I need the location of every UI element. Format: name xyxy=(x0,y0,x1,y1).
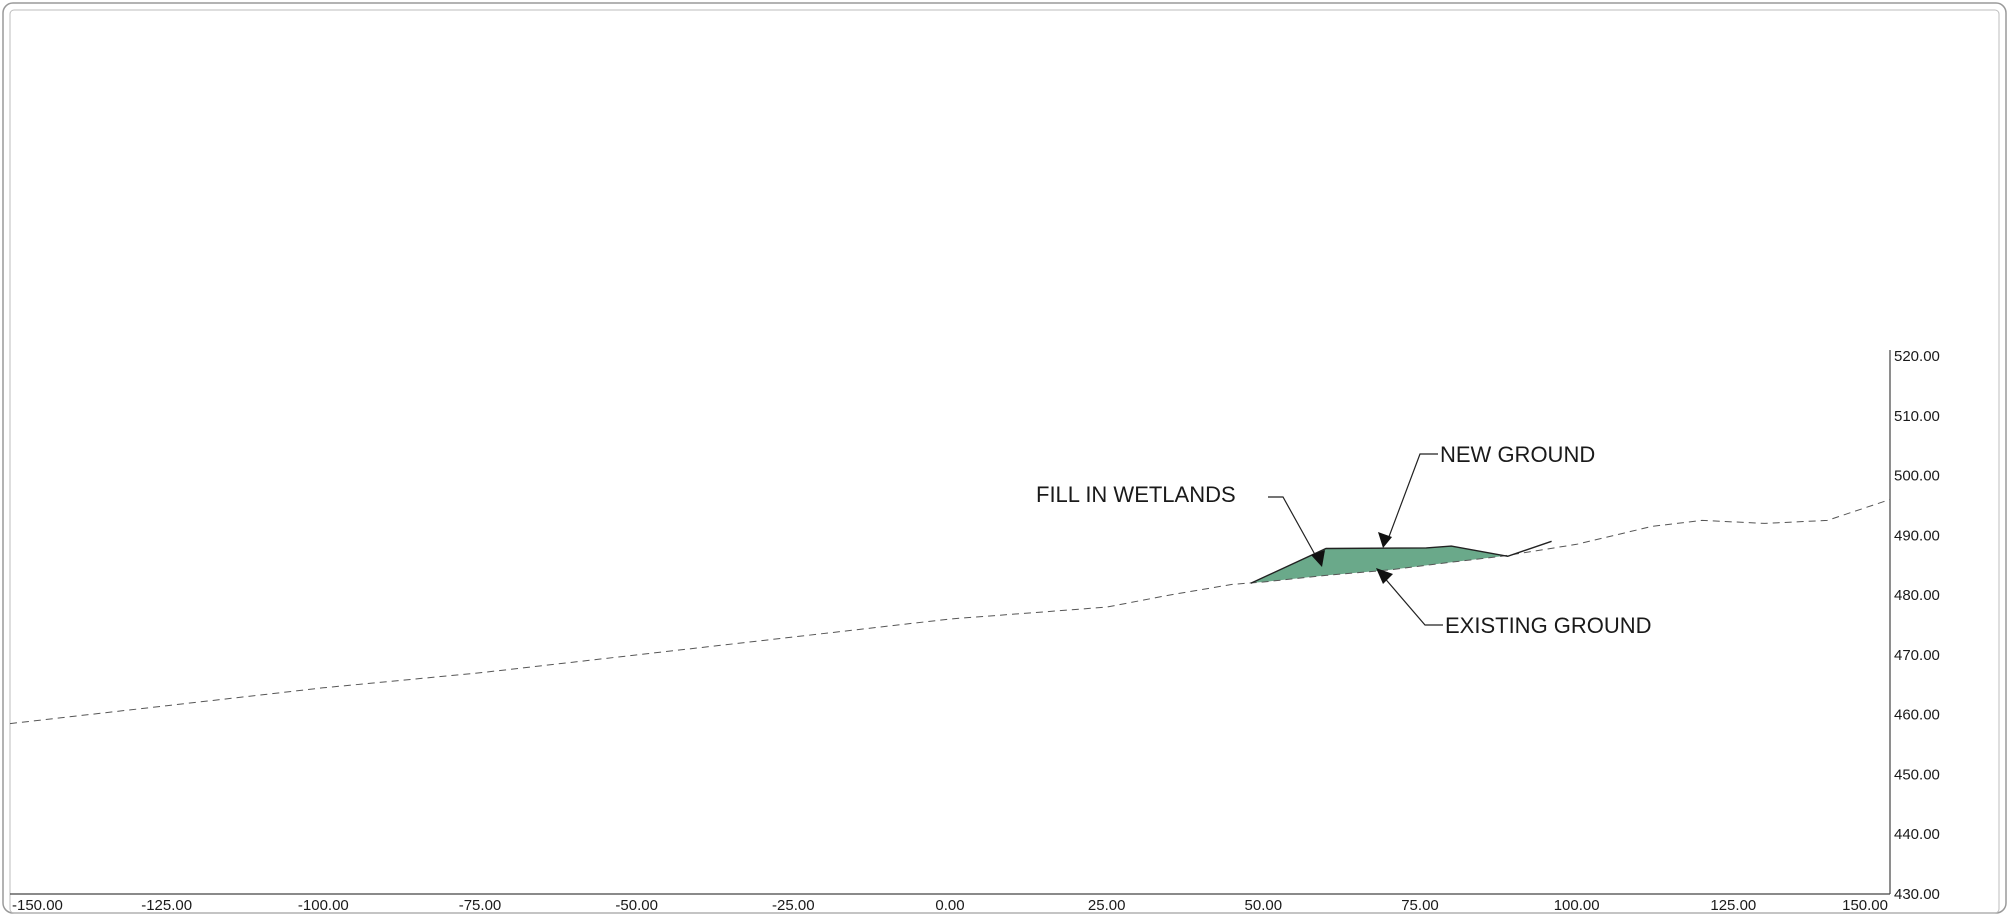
y-axis-tick-labels: 430.00 440.00 450.00 460.00 470.00 480.00 490.… xyxy=(1894,348,1940,903)
existing-ground-callout: EXISTING GROUND xyxy=(1376,568,1652,638)
fill-in-wetlands-label: FILL IN WETLANDS xyxy=(1036,482,1236,507)
existing-ground-arrowhead xyxy=(1376,568,1393,584)
x-tick-label: -50.00 xyxy=(615,897,658,914)
x-tick-label: 125.00 xyxy=(1710,897,1756,914)
x-tick-label: 25.00 xyxy=(1088,897,1126,914)
y-tick-label: 510.00 xyxy=(1894,408,1940,425)
fill-in-wetlands-arrowhead xyxy=(1311,550,1325,567)
x-tick-label: -100.00 xyxy=(298,897,349,914)
x-tick-label: 50.00 xyxy=(1245,897,1283,914)
y-tick-label: 520.00 xyxy=(1894,348,1940,365)
x-tick-label: -25.00 xyxy=(772,897,815,914)
new-ground-arrowhead xyxy=(1378,532,1392,548)
y-tick-label: 490.00 xyxy=(1894,527,1940,544)
x-tick-label: -75.00 xyxy=(459,897,502,914)
new-ground-label: NEW GROUND xyxy=(1440,442,1595,467)
x-tick-label: -125.00 xyxy=(141,897,192,914)
sheet-inner-border xyxy=(9,9,2000,914)
y-tick-label: 460.00 xyxy=(1894,707,1940,724)
new-ground-leader xyxy=(1386,453,1438,543)
y-tick-label: 440.00 xyxy=(1894,826,1940,843)
x-tick-label: 75.00 xyxy=(1401,897,1439,914)
fill-in-wetlands-callout: FILL IN WETLANDS xyxy=(1036,482,1325,567)
x-axis-tick-labels: -150.00 -125.00 -100.00 -75.00 -50.00 -25.00 0… xyxy=(12,897,1888,914)
fill-in-wetlands-leader xyxy=(1268,496,1319,561)
x-tick-label: -150.00 xyxy=(12,897,63,914)
y-tick-label: 470.00 xyxy=(1894,647,1940,664)
y-tick-label: 430.00 xyxy=(1894,886,1940,903)
x-tick-label: 0.00 xyxy=(935,897,964,914)
x-tick-label: 100.00 xyxy=(1554,897,1600,914)
x-tick-label: 150.00 xyxy=(1842,897,1888,914)
y-tick-label: 480.00 xyxy=(1894,587,1940,604)
existing-ground-leader xyxy=(1381,574,1443,626)
y-tick-label: 500.00 xyxy=(1894,468,1940,485)
new-ground-callout: NEW GROUND xyxy=(1378,442,1595,548)
existing-ground-line xyxy=(9,499,1891,725)
y-tick-label: 450.00 xyxy=(1894,766,1940,783)
existing-ground-label: EXISTING GROUND xyxy=(1445,613,1652,638)
